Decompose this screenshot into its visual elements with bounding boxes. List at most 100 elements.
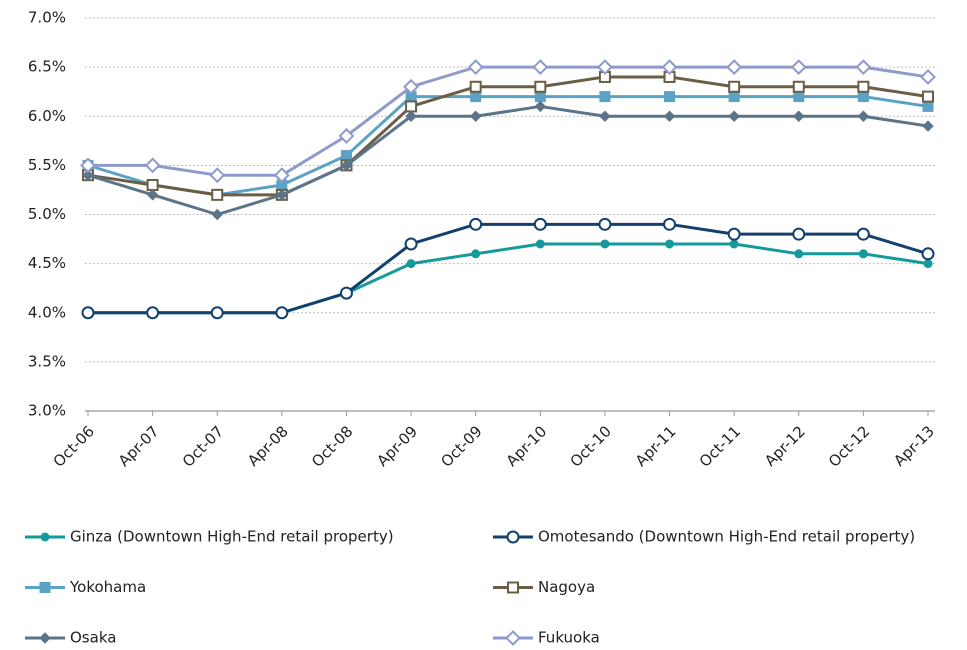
legend-label: Fukuoka [538, 629, 600, 647]
x-tick-label: Oct-08 [308, 422, 356, 470]
point [794, 249, 804, 259]
point [792, 227, 806, 241]
y-tick-label: 6.5% [28, 58, 66, 76]
y-tick-label: 3.5% [28, 352, 66, 370]
legend-label: Omotesando (Downtown High-End retail pro… [538, 528, 915, 546]
point [146, 189, 159, 201]
point [792, 80, 805, 93]
legend-label: Yokohama [69, 578, 146, 596]
point [920, 69, 936, 85]
point [728, 80, 741, 93]
point [469, 80, 482, 93]
legend-label: Ginza (Downtown High-End retail property… [70, 528, 394, 546]
point [273, 167, 290, 184]
point [857, 91, 869, 103]
point [534, 100, 547, 113]
x-tick-label: Oct-11 [696, 422, 744, 470]
point [922, 100, 934, 112]
legend-marker [507, 581, 519, 594]
y-tick-label: 7.0% [28, 9, 66, 27]
point [534, 80, 547, 93]
point [211, 208, 223, 221]
point [209, 167, 226, 184]
point [793, 91, 805, 103]
point [793, 110, 805, 122]
point [404, 237, 418, 251]
point [338, 127, 355, 144]
point [600, 239, 610, 249]
point [727, 227, 741, 241]
point [665, 239, 675, 249]
y-tick-label: 4.5% [28, 254, 66, 272]
series-line [88, 222, 929, 315]
x-tick-label: Apr-12 [761, 422, 809, 470]
point [340, 150, 352, 162]
legend-marker [505, 630, 521, 646]
point [146, 179, 159, 192]
point [858, 249, 868, 259]
point [469, 217, 483, 231]
x-tick-label: Apr-13 [890, 422, 938, 470]
x-tick-label: Apr-09 [373, 422, 421, 470]
point [471, 249, 481, 259]
point [82, 169, 94, 181]
point [275, 306, 289, 320]
y-tick-label: 6.0% [28, 107, 66, 125]
series-line [87, 104, 929, 216]
point [535, 239, 545, 249]
point [144, 157, 161, 174]
y-tick-label: 4.0% [28, 303, 66, 321]
legend-marker [39, 582, 51, 593]
point [663, 217, 677, 231]
point [340, 159, 353, 172]
point [469, 110, 482, 122]
series-line [87, 75, 929, 197]
point [339, 286, 353, 300]
legend-marker [506, 530, 520, 544]
point [470, 91, 482, 103]
point [922, 120, 934, 132]
point [599, 110, 611, 122]
x-tick-label: Oct-12 [825, 422, 873, 470]
point [857, 80, 870, 93]
point [532, 59, 549, 76]
point [857, 110, 870, 122]
point [467, 59, 484, 76]
y-tick-label: 3.0% [28, 402, 66, 420]
point [663, 110, 676, 122]
point [211, 188, 224, 201]
x-tick-label: Apr-07 [115, 422, 163, 470]
legend-marker [39, 632, 51, 644]
point [210, 306, 224, 320]
point [146, 306, 160, 320]
x-tick-label: Apr-10 [503, 422, 551, 470]
point [923, 259, 933, 269]
point [599, 91, 611, 103]
y-tick-label: 5.5% [28, 156, 66, 174]
point [406, 259, 416, 269]
point [664, 91, 676, 103]
point [533, 217, 547, 231]
point [661, 59, 678, 76]
legend-label: Osaka [70, 629, 116, 647]
point [729, 239, 739, 249]
point [597, 59, 613, 76]
point [81, 306, 95, 320]
x-tick-label: Apr-11 [632, 422, 680, 470]
legend-marker [40, 532, 50, 542]
point [403, 78, 419, 95]
point [790, 59, 807, 76]
series-line [88, 65, 929, 177]
point [80, 157, 96, 174]
x-tick-label: Apr-08 [244, 422, 292, 470]
point [856, 227, 870, 241]
point [405, 110, 417, 122]
y-tick-label: 5.0% [28, 205, 66, 223]
x-tick-label: Oct-06 [50, 422, 98, 470]
point [534, 91, 546, 103]
series-line [87, 95, 929, 197]
point [405, 100, 418, 113]
point [276, 189, 288, 201]
x-tick-label: Oct-07 [179, 422, 227, 470]
